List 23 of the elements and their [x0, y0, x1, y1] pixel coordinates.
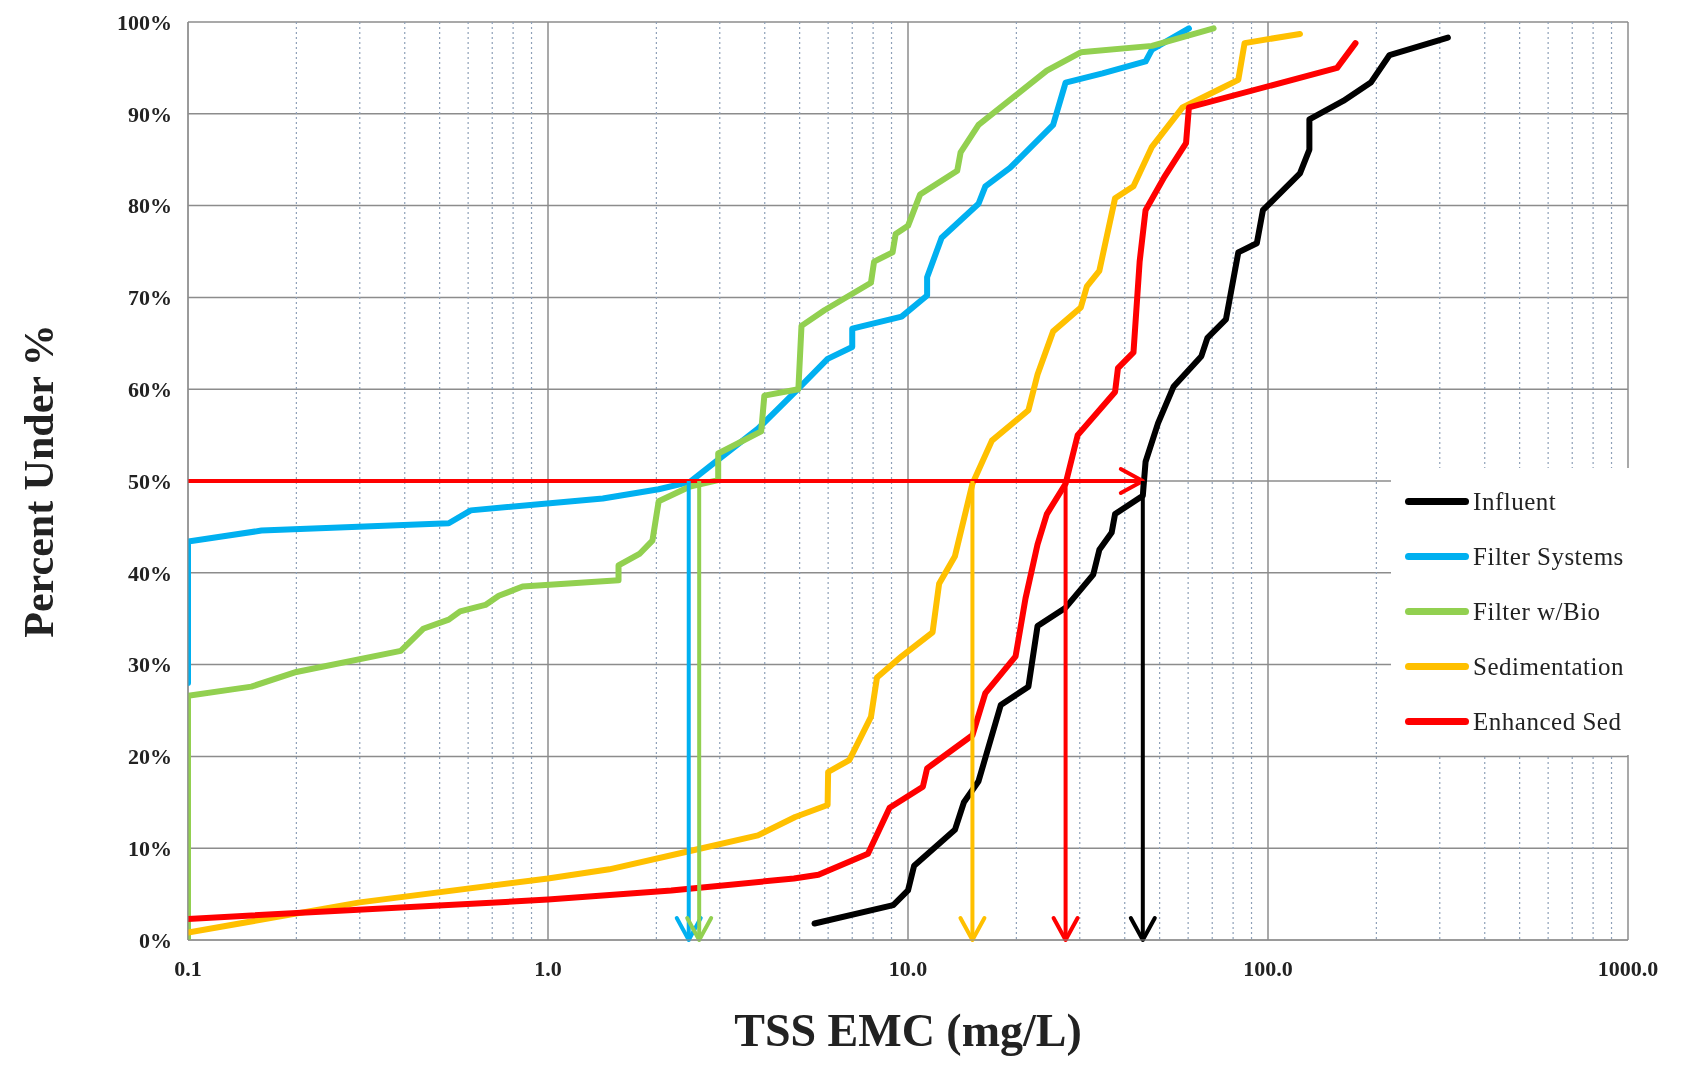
x-axis-title: TSS EMC (mg/L) — [734, 1005, 1082, 1056]
legend-label: Filter Systems — [1473, 542, 1624, 571]
y-tick-label: 70% — [128, 285, 172, 311]
y-tick-label: 20% — [128, 744, 172, 770]
legend-label: Enhanced Sed — [1473, 707, 1622, 736]
x-tick-label: 100.0 — [1243, 955, 1293, 981]
legend-label: Filter w/Bio — [1473, 597, 1601, 626]
x-tick-label: 10.0 — [888, 955, 928, 981]
y-tick-label: 10% — [128, 836, 172, 862]
y-tick-label: 30% — [128, 652, 172, 678]
y-tick-label: 90% — [128, 101, 172, 127]
x-tick-label: 1000.0 — [1597, 955, 1659, 981]
x-tick-label: 0.1 — [174, 955, 202, 981]
legend-label: Influent — [1473, 487, 1557, 516]
y-tick-label: 0% — [139, 927, 172, 953]
y-tick-label: 40% — [128, 560, 172, 586]
y-tick-label: 100% — [117, 9, 172, 35]
x-tick-label: 1.0 — [534, 955, 562, 981]
y-tick-label: 60% — [128, 377, 172, 403]
y-tick-label: 80% — [128, 193, 172, 219]
legend-label: Sedimentation — [1473, 652, 1624, 681]
y-tick-label: 50% — [128, 468, 172, 494]
y-axis-title: Percent Under % — [15, 324, 62, 638]
